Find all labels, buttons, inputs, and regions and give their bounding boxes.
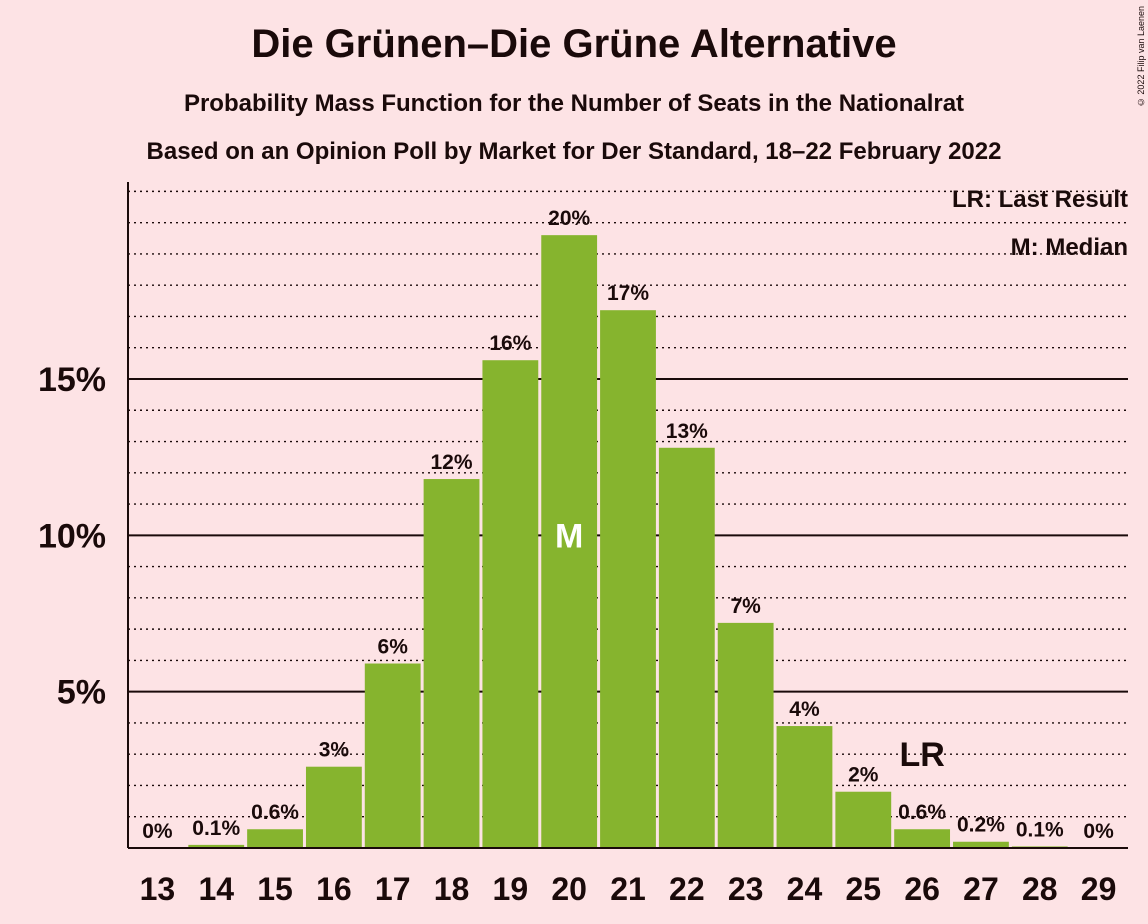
bar xyxy=(482,360,539,848)
y-tick-label: 10% xyxy=(38,517,106,555)
data-label: 0.6% xyxy=(898,801,946,824)
chart-subtitle-source: Based on an Opinion Poll by Market for D… xyxy=(146,138,1002,165)
x-tick-label: 17 xyxy=(375,871,411,907)
data-label: 0.1% xyxy=(192,817,240,840)
bar xyxy=(776,726,833,848)
x-tick-label: 18 xyxy=(434,871,470,907)
x-tick-label: 21 xyxy=(610,871,646,907)
x-tick-label: 25 xyxy=(845,871,881,907)
bar xyxy=(717,622,774,848)
bar xyxy=(364,663,421,848)
data-label: 0.1% xyxy=(1016,818,1064,841)
bar xyxy=(894,829,951,848)
x-tick-label: 23 xyxy=(728,871,764,907)
x-tick-label: 16 xyxy=(316,871,352,907)
x-tick-label: 20 xyxy=(551,871,587,907)
bar xyxy=(541,235,598,849)
bar xyxy=(835,791,892,848)
legend-last-result: LR: Last Result xyxy=(951,186,1128,213)
data-label: 0% xyxy=(142,820,173,843)
legend-median: M: Median xyxy=(1010,234,1128,261)
bar xyxy=(658,447,715,848)
data-label: 7% xyxy=(730,595,761,618)
data-label: 2% xyxy=(848,764,879,787)
x-tick-label: 27 xyxy=(963,871,999,907)
data-label: 6% xyxy=(378,636,409,659)
x-tick-label: 26 xyxy=(904,871,940,907)
median-marker: M xyxy=(555,517,583,555)
bar xyxy=(188,844,245,848)
data-label: 4% xyxy=(789,698,820,721)
bar xyxy=(600,310,656,849)
x-tick-label: 24 xyxy=(787,871,823,907)
bar xyxy=(423,479,480,848)
data-label: 0% xyxy=(1083,820,1114,843)
data-label: 3% xyxy=(319,739,350,762)
data-label: 0.6% xyxy=(251,801,299,824)
x-tick-label: 29 xyxy=(1081,871,1117,907)
last-result-marker: LR xyxy=(899,736,944,774)
x-tick-label: 15 xyxy=(257,871,293,907)
chart-subtitle: Probability Mass Function for the Number… xyxy=(183,90,965,117)
chart-title: Die Grünen–Die Grüne Alternative xyxy=(251,22,897,66)
data-label: 12% xyxy=(431,451,473,474)
bar xyxy=(305,766,362,848)
data-label: 16% xyxy=(489,332,531,355)
data-label: 0.2% xyxy=(957,814,1005,837)
y-tick-label: 15% xyxy=(38,361,106,399)
x-tick-label: 13 xyxy=(140,871,176,907)
data-label: 13% xyxy=(666,420,708,443)
bar xyxy=(953,841,1009,848)
x-tick-label: 19 xyxy=(493,871,529,907)
data-label: 20% xyxy=(548,207,590,230)
x-tick-label: 22 xyxy=(669,871,705,907)
x-tick-label: 14 xyxy=(198,871,234,907)
x-tick-label: 28 xyxy=(1022,871,1058,907)
data-label: 17% xyxy=(607,282,649,305)
y-tick-label: 5% xyxy=(57,674,106,712)
bar xyxy=(247,829,303,848)
